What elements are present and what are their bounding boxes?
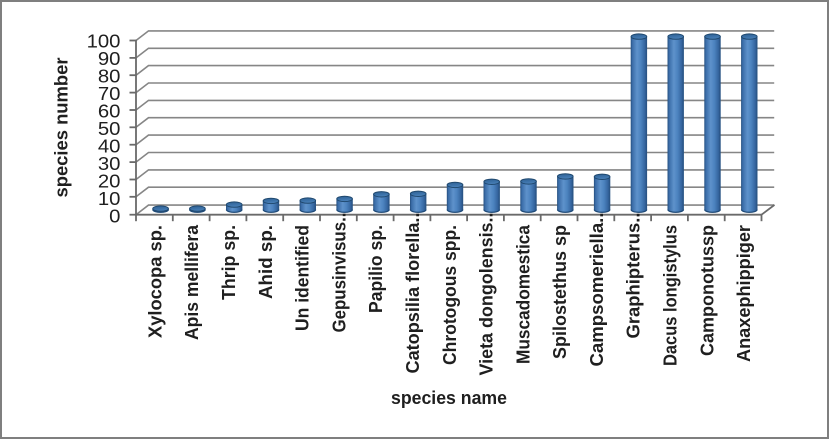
svg-text:Gepusinvisus..: Gepusinvisus..	[329, 213, 349, 333]
svg-text:Spilostethus sp: Spilostethus sp	[550, 225, 570, 359]
svg-text:species number: species number	[52, 58, 72, 198]
svg-text:Un identified: Un identified	[293, 225, 313, 331]
svg-text:Vieta dongolensis..: Vieta dongolensis..	[477, 213, 497, 376]
svg-text:70: 70	[98, 84, 121, 104]
svg-text:100: 100	[87, 32, 121, 52]
svg-text:Camponotussp: Camponotussp	[697, 225, 717, 356]
svg-text:60: 60	[98, 101, 121, 121]
svg-text:Ahid sp.: Ahid sp.	[256, 225, 276, 299]
svg-text:0: 0	[109, 207, 120, 227]
svg-text:Papilio sp.: Papilio sp.	[366, 225, 386, 313]
svg-text:10: 10	[98, 189, 121, 209]
svg-text:30: 30	[98, 154, 121, 174]
svg-text:Chrotogous spp.: Chrotogous spp.	[440, 225, 460, 365]
svg-text:Graphipterus..: Graphipterus..	[624, 213, 644, 339]
svg-text:Anaxephippiger: Anaxephippiger	[734, 225, 754, 362]
svg-text:Apis mellifera: Apis mellifera	[182, 224, 202, 340]
svg-text:Campsomeriella..: Campsomeriella..	[587, 213, 607, 367]
svg-text:40: 40	[98, 137, 121, 157]
svg-text:Dacus longistylus: Dacus longistylus	[661, 225, 681, 366]
svg-text:80: 80	[98, 66, 121, 86]
svg-text:20: 20	[98, 172, 121, 192]
svg-text:50: 50	[98, 119, 121, 139]
svg-text:Thrip sp.: Thrip sp.	[219, 225, 239, 300]
svg-text:Catopsilia florella..: Catopsilia florella..	[403, 213, 423, 374]
svg-text:Muscadomestica: Muscadomestica	[513, 224, 533, 364]
svg-text:Xylocopa sp.: Xylocopa sp.	[145, 225, 165, 338]
svg-text:90: 90	[98, 49, 121, 69]
svg-text:species name: species name	[391, 388, 507, 408]
